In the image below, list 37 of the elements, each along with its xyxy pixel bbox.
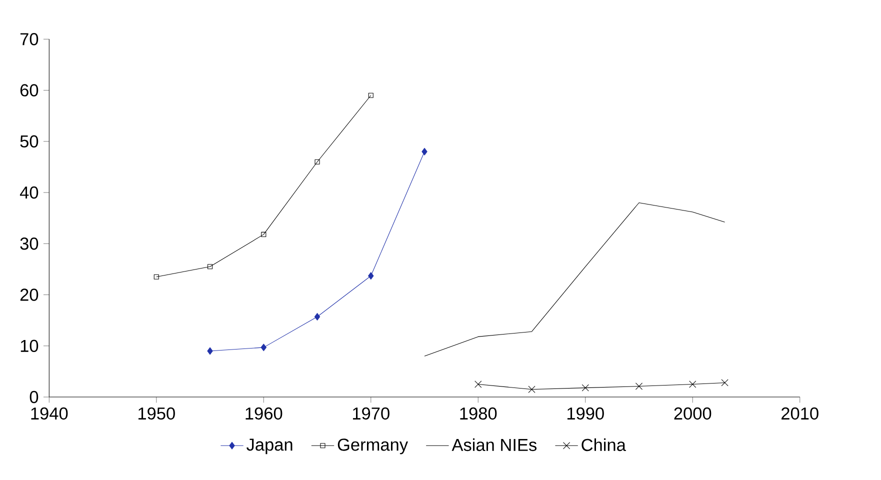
point: [261, 232, 266, 237]
legend-label: Asian NIEs: [452, 438, 537, 451]
legend-label: China: [582, 438, 626, 451]
point: [528, 386, 536, 393]
x-tick-label: 2000: [674, 407, 712, 420]
point: [314, 159, 320, 164]
point: [368, 272, 374, 280]
point: [474, 380, 482, 388]
y-tick-label: 40: [20, 186, 38, 199]
point: [260, 344, 267, 352]
x-tick-label: 1980: [460, 407, 497, 420]
x-tick-label: 1960: [246, 407, 282, 420]
y-tick-label: 50: [20, 135, 38, 148]
point: [207, 347, 213, 355]
x-tick-label: 1950: [138, 407, 175, 420]
point: [635, 382, 643, 390]
x-tick-label: 2010: [782, 407, 818, 420]
point: [154, 274, 159, 280]
x-tick-label: 1940: [31, 407, 68, 420]
y-tick-label: 30: [20, 237, 38, 250]
point: [582, 384, 589, 392]
line-series: [424, 202, 726, 356]
point: [207, 264, 213, 270]
legend-label: Japan: [246, 438, 292, 454]
y-tick-label: 70: [20, 32, 38, 46]
legend-label: Germany: [338, 438, 408, 454]
y-tick-label: 60: [20, 84, 38, 96]
point: [314, 312, 320, 320]
x-tick-label: 1970: [352, 407, 390, 420]
y-tick-label: 0: [30, 390, 38, 404]
point: [721, 379, 728, 386]
point: [422, 148, 428, 156]
x-tick-label: 1990: [567, 407, 604, 420]
point: [368, 92, 374, 98]
y-tick-label: 20: [20, 288, 38, 301]
point: [689, 380, 696, 388]
y-tick-label: 10: [20, 340, 38, 352]
